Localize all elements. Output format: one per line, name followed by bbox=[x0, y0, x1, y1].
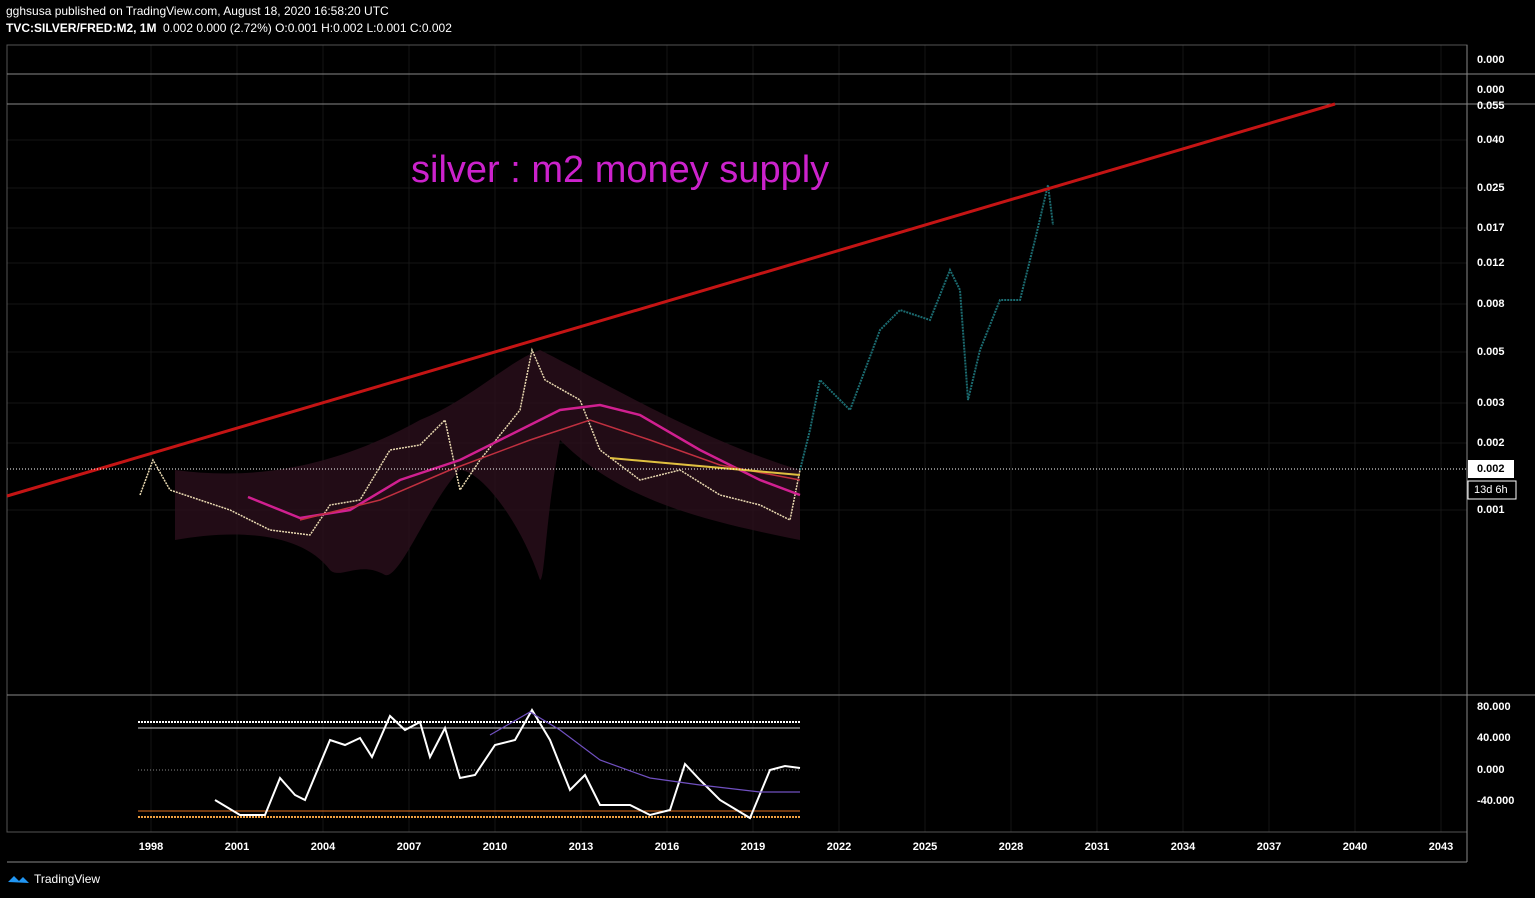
current-price-box bbox=[1468, 460, 1514, 478]
price-tick-label: 0.000 bbox=[1477, 84, 1505, 96]
oscillator-tick-label: 80.000 bbox=[1477, 701, 1511, 713]
time-tick-label: 2022 bbox=[827, 841, 851, 853]
price-tick-label: 0.040 bbox=[1477, 134, 1505, 146]
price-tick-label: 0.012 bbox=[1477, 257, 1505, 269]
time-tick-label: 2028 bbox=[999, 841, 1023, 853]
price-tick-label: 0.055 bbox=[1477, 100, 1505, 112]
moving-average bbox=[299, 419, 801, 521]
price-tick-label: 0.008 bbox=[1477, 298, 1505, 310]
current-price-label: 0.002 bbox=[1477, 463, 1505, 475]
oscillator-tick-label: -40.000 bbox=[1477, 795, 1514, 807]
logo bbox=[8, 876, 29, 883]
time-tick-label: 2043 bbox=[1429, 841, 1453, 853]
annotation: silver : m2 money supply bbox=[411, 149, 829, 191]
price-tick-label: 0.000 bbox=[1477, 54, 1505, 66]
time-tick-label: 1998 bbox=[139, 841, 163, 853]
time-tick-label: 2007 bbox=[397, 841, 421, 853]
time-tick-label: 2016 bbox=[655, 841, 679, 853]
time-tick-label: 2040 bbox=[1343, 841, 1367, 853]
footer-brand: TradingView bbox=[34, 872, 100, 886]
price-tick-label: 0.025 bbox=[1477, 182, 1505, 194]
price-tick-label: 0.017 bbox=[1477, 222, 1505, 234]
time-tick-label: 2013 bbox=[569, 841, 593, 853]
time-tick-label: 2010 bbox=[483, 841, 507, 853]
publish-line: gghsusa published on TradingView.com, Au… bbox=[6, 4, 389, 18]
price-tick-label: 0.003 bbox=[1477, 397, 1505, 409]
projected-bars bbox=[799, 184, 1054, 471]
moving-average bbox=[247, 403, 801, 520]
time-tick-label: 2031 bbox=[1085, 841, 1109, 853]
time-tick-label: 2034 bbox=[1171, 841, 1196, 853]
trend-line bbox=[609, 457, 801, 476]
time-tick-label: 2025 bbox=[913, 841, 937, 853]
time-tick-label: 2001 bbox=[225, 841, 249, 853]
oscillator-tick-label: 0.000 bbox=[1477, 764, 1505, 776]
time-tick-label: 2004 bbox=[311, 841, 336, 853]
oscillator-tick-label: 40.000 bbox=[1477, 732, 1511, 744]
price-tick-label: 0.001 bbox=[1477, 504, 1505, 516]
oscillator-line bbox=[214, 708, 801, 820]
quote: 0.002 0.000 (2.72%) O:0.001 H:0.002 L:0.… bbox=[163, 21, 452, 35]
time-tick-label: 2037 bbox=[1257, 841, 1281, 853]
bollinger-band bbox=[175, 350, 800, 580]
price-tick-label: 0.005 bbox=[1477, 346, 1505, 358]
price-bars bbox=[139, 347, 801, 536]
time-tick-label: 2019 bbox=[741, 841, 765, 853]
countdown-box bbox=[1467, 480, 1517, 500]
oscillator-signal bbox=[489, 711, 800, 793]
symbol: TVC:SILVER/FRED:M2, 1M bbox=[6, 21, 156, 35]
resistance-line bbox=[6, 102, 1336, 498]
price-tick-label: 0.002 bbox=[1477, 437, 1505, 449]
countdown: 13d 6h bbox=[1474, 484, 1508, 496]
